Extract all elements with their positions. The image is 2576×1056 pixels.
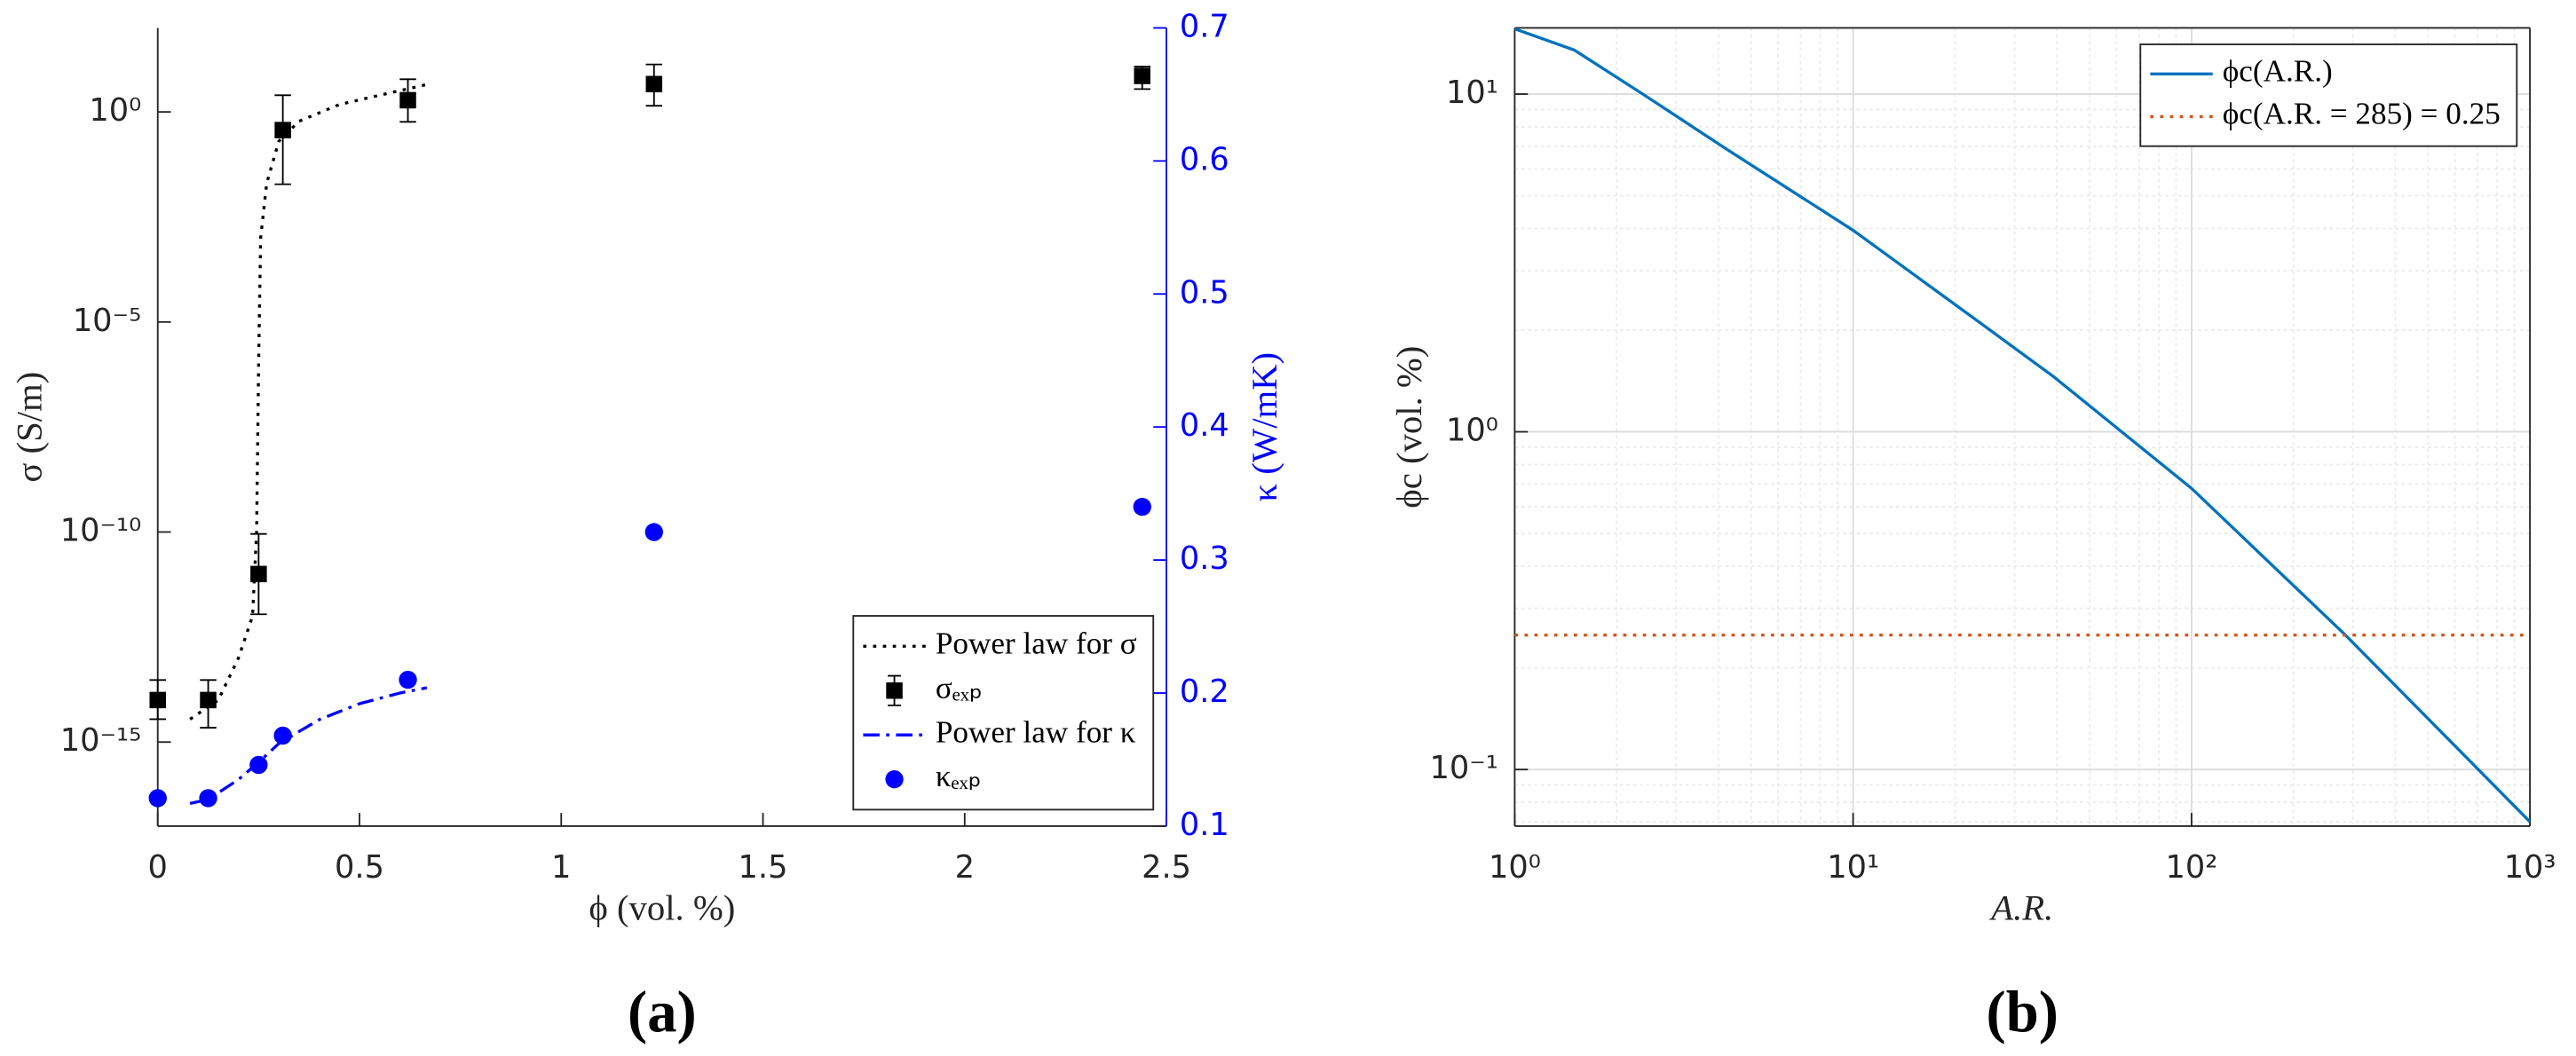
- marker: [399, 670, 417, 690]
- y2-tick-label: 0.4: [1180, 407, 1229, 444]
- marker: [200, 691, 217, 709]
- series-line: [189, 686, 428, 806]
- panel-label: (b): [1987, 981, 2058, 1045]
- y2-tick-label: 0.1: [1180, 807, 1229, 843]
- y-tick-label: 10⁻¹⁵: [60, 722, 141, 759]
- y-axis-label: σ (S/m): [9, 372, 49, 483]
- marker: [199, 789, 217, 808]
- marker: [645, 75, 663, 93]
- x-tick-label: 1.5: [739, 849, 788, 886]
- panel: 10⁰ 10¹ 10² 10³ 10⁻¹ 10⁰ 10¹ ϕc(A.R.) ϕc(A.R. = …: [1389, 27, 2556, 1045]
- legend: ϕc(A.R.) ϕc(A.R. = 285) = 0.25: [2139, 43, 2518, 147]
- y2-tick-label: 0.3: [1180, 540, 1229, 577]
- legend-box: [2139, 43, 2518, 147]
- x-tick-label: 1: [551, 849, 571, 886]
- x-tick-label: 10³: [2504, 849, 2556, 886]
- y-tick-label: 10⁰: [89, 92, 141, 129]
- y2-tick-label: 0.5: [1180, 274, 1229, 311]
- error-bar: [274, 94, 291, 185]
- legend-label: ϕc(A.R.): [2223, 53, 2333, 88]
- series-line: [1514, 28, 2531, 824]
- y2-tick-label: 0.2: [1180, 674, 1229, 710]
- marker: [249, 755, 268, 775]
- legend-box: [852, 615, 1155, 811]
- y-tick-label: 10⁰: [1446, 413, 1498, 449]
- marker: [149, 691, 166, 709]
- x-tick-label: 0.5: [335, 849, 384, 886]
- panel-label: (a): [628, 981, 697, 1045]
- x-tick-label: 10⁰: [1489, 849, 1541, 886]
- marker: [148, 789, 167, 808]
- legend-label: κₑₓₚ: [936, 759, 982, 793]
- marker: [274, 122, 291, 138]
- x-axis-label: A.R.: [1988, 887, 2053, 927]
- y-tick-label: 10⁻¹: [1429, 750, 1497, 786]
- x-tick-label: 0: [148, 849, 168, 886]
- legend-label: ϕc(A.R. = 285) = 0.25: [2223, 96, 2501, 130]
- x-tick-label: 2: [955, 849, 975, 886]
- y2-tick-label: 0.7: [1180, 8, 1229, 44]
- legend-swatch: [886, 682, 903, 699]
- legend-label: Power law for σ: [936, 626, 1137, 660]
- series-line: [189, 83, 428, 721]
- marker: [1134, 67, 1151, 84]
- y2-axis-label: κ (W/mK): [1245, 352, 1284, 502]
- legend-label: Power law for κ: [936, 714, 1136, 749]
- x-tick-label: 10²: [2165, 849, 2217, 886]
- panel: 0 0.5 1 1.5 2 2.5 10⁻¹⁵ 10⁻¹⁰ 10⁻⁵ 10⁰ 0.1 0.2 0.3 0.…: [9, 8, 1284, 1044]
- marker: [1133, 497, 1151, 516]
- marker: [644, 523, 663, 541]
- x-tick-label: 2.5: [1142, 849, 1191, 886]
- y-axis-label: ϕc (vol. %): [1389, 346, 1429, 508]
- y-tick-label: 10⁻⁵: [73, 303, 141, 339]
- y-tick-label: 10⁻¹⁰: [60, 513, 141, 549]
- marker: [273, 726, 292, 745]
- x-tick-label: 10¹: [1827, 849, 1879, 886]
- legend: Power law for σ σₑₓₚ Power law for κ κₑₓₚ: [852, 615, 1155, 811]
- legend-swatch: [885, 769, 904, 789]
- x-axis-label: ϕ (vol. %): [589, 887, 735, 927]
- legend-label: σₑₓₚ: [936, 670, 983, 705]
- marker: [250, 565, 267, 583]
- y-tick-label: 10¹: [1446, 75, 1498, 111]
- y2-tick-label: 0.6: [1180, 141, 1229, 177]
- marker: [399, 91, 416, 109]
